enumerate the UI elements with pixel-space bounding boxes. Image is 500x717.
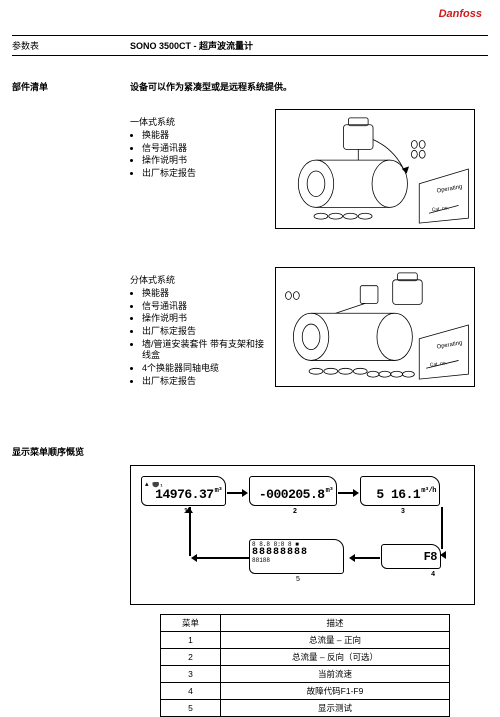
arrow-right-icon: [338, 489, 359, 497]
list-item: 操作说明书: [142, 313, 265, 325]
flow-line: [441, 507, 443, 549]
lcd5-value: F8: [424, 550, 437, 564]
list-item: 信号通讯器: [142, 301, 265, 313]
cell-desc: 总流量 – 反向（可选）: [221, 649, 450, 666]
lcd5-num: 4: [431, 571, 435, 578]
page-title: SONO 3500CT - 超声波流量计: [130, 39, 253, 52]
arrow-left-icon: [349, 554, 380, 562]
lcd1-unit: m³: [215, 487, 222, 495]
lcd3-num: 3: [401, 508, 405, 515]
lcd4-bot: 88188: [252, 558, 341, 564]
arrow-right-icon: [227, 489, 248, 497]
lcd3-unit: m³/h: [421, 487, 436, 495]
list-item: 墙/管道安装套件 带有支架和接线盒: [142, 339, 265, 362]
arrow-left-icon: [441, 551, 446, 559]
cell-desc: 故障代码F1-F9: [221, 683, 450, 700]
device-svg-icon: Operating Cat. no.: [276, 268, 474, 386]
table-row: 2总流量 – 反向（可选）: [161, 649, 450, 666]
arrow-up-icon: [185, 507, 193, 513]
lcd4-num: 5: [296, 576, 300, 583]
cell-menu: 1: [161, 632, 221, 649]
lcd-screen-5: 8 8.8 8:8 8 ■ 88888888 88188 5: [249, 539, 344, 574]
illustration-remote: Operating Cat. no.: [275, 267, 475, 387]
system1-block: 一体式系统 换能器 信号通讯器 操作说明书 出厂标定报告: [130, 115, 265, 181]
svg-text:Cat. no.: Cat. no.: [430, 360, 448, 368]
list-item: 换能器: [142, 130, 265, 142]
arrow-left-icon: [191, 554, 249, 562]
system2-list: 换能器 信号通讯器 操作说明书 出厂标定报告 墙/管道安装套件 带有支架和接线盒…: [130, 288, 265, 388]
table-row: 4故障代码F1-F9: [161, 683, 450, 700]
cell-menu: 5: [161, 700, 221, 717]
svg-text:Operating: Operating: [436, 340, 463, 350]
system2-block: 分体式系统 换能器 信号通讯器 操作说明书 出厂标定报告 墙/管道安装套件 带有…: [130, 273, 265, 389]
svg-text:Operating: Operating: [436, 184, 463, 194]
flow-line: [189, 507, 191, 556]
list-item: 换能器: [142, 288, 265, 300]
brand-logo: Danfoss: [439, 8, 482, 20]
lcd-screen-3: 5 16.1m³/h 3: [360, 476, 440, 506]
lcd2-value: -000205.8: [259, 487, 325, 502]
cell-desc: 显示测试: [221, 700, 450, 717]
table-row: 3当前流速: [161, 666, 450, 683]
menu-description-table: 菜单 描述 1总流量 – 正向 2总流量 – 反向（可选） 3当前流速 4故障代…: [160, 614, 450, 717]
illustration-compact: Operating Cat. no.: [275, 109, 475, 229]
header-section-label: 参数表: [12, 39, 130, 52]
lcd1-value: 14976.37: [155, 487, 213, 502]
table-header-menu: 菜单: [161, 615, 221, 632]
svg-text:Cat. no.: Cat. no.: [432, 205, 450, 213]
display-flow-diagram: ▲ ⚫₁ 14976.37m³ 1 -000205.8m³ 2 5 16.1m³…: [130, 465, 475, 605]
lcd2-num: 2: [293, 508, 297, 515]
system2-title: 分体式系统: [130, 273, 265, 286]
lcd2-unit: m³: [326, 487, 333, 495]
lcd3-value: 5 16.1: [376, 487, 420, 502]
table-row: 菜单 描述: [161, 615, 450, 632]
cell-menu: 2: [161, 649, 221, 666]
list-item: 出厂标定报告: [142, 376, 265, 388]
list-item: 出厂标定报告: [142, 168, 265, 180]
cell-menu: 3: [161, 666, 221, 683]
list-item: 操作说明书: [142, 155, 265, 167]
table-row: 5显示测试: [161, 700, 450, 717]
section-label-display: 显示菜单顺序慨览: [12, 445, 84, 458]
cell-desc: 总流量 – 正向: [221, 632, 450, 649]
device-svg-icon: Operating Cat. no.: [276, 110, 474, 228]
list-item: 出厂标定报告: [142, 326, 265, 338]
system1-title: 一体式系统: [130, 115, 265, 128]
cell-desc: 当前流速: [221, 666, 450, 683]
header-row: 参数表 SONO 3500CT - 超声波流量计: [12, 35, 488, 56]
lcd-screen-4: F8 4: [381, 544, 441, 569]
parts-intro-text: 设备可以作为紧凑型或是远程系统提供。: [130, 80, 292, 93]
table-header-desc: 描述: [221, 615, 450, 632]
lcd-screen-1: ▲ ⚫₁ 14976.37m³ 1: [141, 476, 226, 506]
section-label-parts: 部件清单: [12, 80, 48, 93]
system1-list: 换能器 信号通讯器 操作说明书 出厂标定报告: [130, 130, 265, 180]
cell-menu: 4: [161, 683, 221, 700]
list-item: 4个换能器同轴电缆: [142, 363, 265, 375]
list-item: 信号通讯器: [142, 143, 265, 155]
lcd-screen-2: -000205.8m³ 2: [249, 476, 337, 506]
table-row: 1总流量 – 正向: [161, 632, 450, 649]
